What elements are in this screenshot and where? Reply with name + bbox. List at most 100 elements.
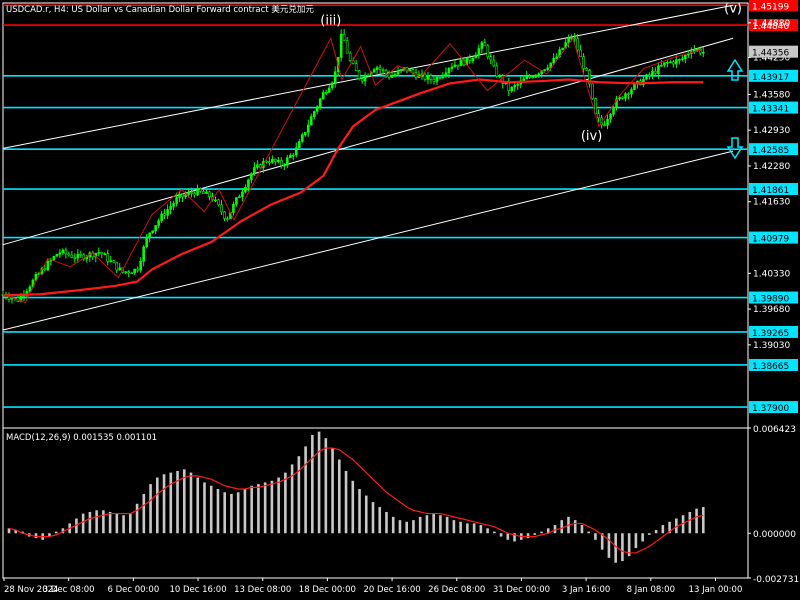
candle-body (55, 254, 59, 257)
level-label-bg (749, 69, 798, 82)
candle-body (525, 76, 529, 80)
candle-body (193, 193, 196, 196)
macd-bar (277, 477, 280, 534)
candle-body (459, 59, 463, 67)
macd-bar (324, 438, 328, 534)
candle-body (477, 48, 481, 56)
candle-body (115, 262, 119, 271)
level-label-bg (749, 0, 798, 12)
candle-body (663, 62, 666, 66)
current-price-bg (749, 45, 798, 58)
candle-body (555, 56, 558, 59)
macd-bar (540, 531, 543, 534)
macd-bar (108, 511, 112, 534)
candle-body (106, 253, 110, 262)
candle-body (621, 96, 624, 99)
x-tick-label: 13 Jan 00:00 (689, 585, 743, 595)
candle-body (330, 82, 334, 89)
candle-body (573, 37, 576, 40)
macd-bar (337, 459, 341, 534)
candle-body (681, 58, 684, 61)
candle-body (303, 132, 307, 135)
candle-body (576, 38, 579, 51)
macd-y-tick-label: 0.000000 (753, 530, 796, 540)
candle-body (166, 209, 169, 216)
candle-body (609, 113, 612, 120)
candle-body (393, 73, 397, 77)
candle-body (471, 57, 475, 61)
y-tick-label: 1.44880 (753, 19, 790, 29)
level-label: 1.38665 (752, 362, 789, 372)
macd-bar (425, 515, 429, 534)
candle-body (534, 74, 538, 78)
level-label-bg (749, 401, 798, 414)
candle-body (52, 255, 56, 261)
macd-bar (257, 484, 260, 534)
candle-body (537, 73, 540, 76)
macd-bar (317, 431, 321, 534)
macd-bar (162, 474, 166, 534)
level-label: 1.44840 (752, 22, 789, 32)
x-tick-label: 8 Jan 08:00 (627, 585, 675, 595)
x-tick-label: 18 Dec 00:00 (299, 585, 356, 595)
candle-body (10, 297, 14, 300)
level-label: 1.39265 (752, 329, 789, 339)
candle-body (438, 76, 442, 79)
macd-bar (627, 533, 631, 557)
macd-bar (155, 477, 159, 534)
candle-body (501, 75, 505, 84)
macd-bar (61, 528, 65, 534)
candle-body (160, 213, 163, 221)
candle-body (375, 67, 379, 70)
candle-body (324, 92, 328, 94)
macd-bar (358, 489, 361, 534)
candle-body (660, 64, 663, 67)
candle-body (43, 268, 47, 271)
macd-bar (493, 531, 496, 534)
candle-body (145, 237, 148, 248)
candle-body (151, 230, 154, 234)
macd-bar (88, 511, 92, 534)
x-tick-label: 28 Nov 2024 (4, 585, 58, 595)
candle-body (259, 164, 262, 169)
macd-bar (34, 533, 38, 539)
macd-bar (21, 531, 24, 534)
y-tick-label: 1.41630 (753, 198, 790, 208)
candle-body (208, 191, 211, 198)
candle-body (73, 257, 77, 259)
candle-body (196, 188, 199, 196)
candle-body (615, 98, 618, 108)
candle-body (306, 124, 310, 133)
x-tick-label: 13 Dec 08:00 (234, 585, 291, 595)
macd-bar (587, 531, 591, 534)
candle-body (546, 67, 549, 70)
candle-body (142, 246, 145, 262)
macd-bar (560, 520, 564, 534)
x-tick-label: 31 Dec 00:00 (493, 585, 550, 595)
y-tick-label: 1.42930 (753, 126, 790, 136)
candle-body (181, 193, 184, 197)
macd-bar (14, 529, 18, 534)
macd-bar (648, 533, 651, 535)
macd-bar (7, 528, 11, 534)
macd-bar (479, 525, 483, 534)
macd-bar (607, 533, 611, 558)
channel-line (2, 150, 734, 331)
macd-label: MACD(12,26,9) 0.001535 0.001101 (6, 433, 157, 443)
candle-body (291, 154, 295, 157)
macd-signal-line (8, 447, 704, 554)
candle-body (597, 113, 600, 119)
candle-body (384, 69, 388, 75)
candle-body (468, 57, 472, 61)
macd-bar (513, 533, 516, 542)
candle-body (675, 59, 678, 65)
candle-body (423, 73, 427, 80)
candle-body (297, 141, 301, 149)
candle-body (34, 274, 38, 281)
candle-body (390, 75, 394, 78)
level-label: 1.37900 (752, 404, 789, 414)
candle-body (522, 78, 526, 81)
candle-body (214, 199, 217, 202)
candle-body (696, 48, 699, 51)
candle-body (253, 167, 256, 174)
